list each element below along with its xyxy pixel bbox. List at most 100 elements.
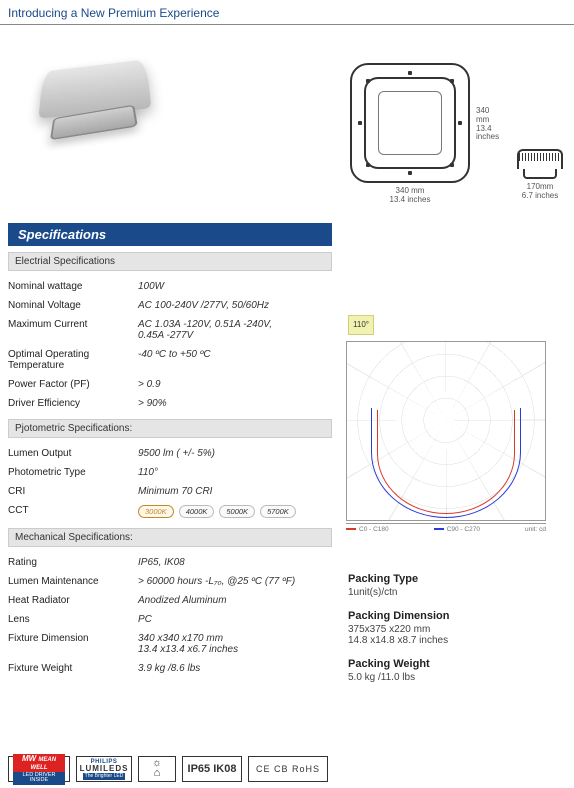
beam-angle-badge: 110° (348, 315, 374, 335)
photometric-table: Lumen Output9500 lm ( +/- 5%) Photometri… (8, 444, 332, 522)
ip-rating-badge: IP65 IK08 (182, 756, 242, 782)
spec-label: Fixture Dimension (8, 633, 138, 655)
spec-label: CCT (8, 505, 138, 518)
legend-swatch-red (346, 528, 356, 530)
side-drawing-wrap: 170mm 6.7 inches (514, 63, 566, 201)
spec-label: CRI (8, 486, 138, 497)
table-row: CCT 3000K 4000K 5000K 5700K (8, 501, 332, 522)
packing-type-value: 1unit(s)/ctn (348, 587, 566, 598)
spec-label: Heat Radiator (8, 595, 138, 606)
side-view-drawing (514, 149, 566, 179)
front-view-drawing (350, 63, 470, 183)
lumileds-tagline: The Brighter LED (83, 773, 126, 780)
spec-value: 110° (138, 467, 332, 478)
spec-label: Rating (8, 557, 138, 568)
table-row: Driver Efficiency> 90% (8, 394, 332, 413)
depth-dimension: 170mm 6.7 inches (514, 183, 566, 201)
lumileds-name: LUMILEDS (80, 765, 129, 773)
table-row: Power Factor (PF)> 0.9 (8, 375, 332, 394)
certifications-badge: CE CB RoHS (248, 756, 328, 782)
meanwell-subtext: LED DRIVER INSIDE (13, 772, 65, 785)
dim-mm: 340 mm (476, 107, 499, 125)
table-row: Nominal wattage100W (8, 277, 332, 296)
spec-label: Lumen Maintenance (8, 576, 138, 587)
table-row: Photometric Type110° (8, 463, 332, 482)
spec-label: Lens (8, 614, 138, 625)
spec-label: Nominal wattage (8, 281, 138, 292)
spec-label: Power Factor (PF) (8, 379, 138, 390)
table-row: Fixture Dimension340 x340 x170 mm 13.4 x… (8, 629, 332, 659)
meanwell-badge: MW MEAN WELL LED DRIVER INSIDE (8, 756, 70, 782)
legend-item: C0 - C180 (346, 526, 389, 533)
table-row: Fixture Weight3.9 kg /8.6 lbs (8, 659, 332, 678)
canopy-icon: ⌂ (154, 769, 161, 779)
spec-value: > 90% (138, 398, 332, 409)
spec-value: PC (138, 614, 332, 625)
spec-value: -40 ºC to +50 ºC (138, 349, 332, 371)
meanwell-logo-text: MW MEAN WELL (13, 754, 65, 772)
table-row: Heat RadiatorAnodized Aluminum (8, 591, 332, 610)
content-area: Specifications Electrial Specifications … (0, 25, 574, 765)
cct-pill: 5000K (219, 505, 255, 518)
packing-info: Packing Type 1unit(s)/ctn Packing Dimens… (348, 573, 566, 683)
table-row: Optimal Operating Temperature-40 ºC to +… (8, 345, 332, 375)
certification-footer: MW MEAN WELL LED DRIVER INSIDE PHILIPS L… (8, 756, 566, 782)
dim-in: 13.4 inches (350, 196, 470, 205)
table-row: Lumen Output9500 lm ( +/- 5%) (8, 444, 332, 463)
side-top-shape (517, 149, 563, 169)
specifications-heading: Specifications (8, 223, 332, 246)
spec-value: 9500 lm ( +/- 5%) (138, 448, 332, 459)
dimension-drawings: 340 mm 13.4 inches 340 mm 13.4 inches 17… (344, 35, 566, 205)
table-row: LensPC (8, 610, 332, 629)
legend-unit: unit: cd (525, 526, 546, 533)
section-mechanical-head: Mechanical Specifications: (8, 528, 332, 547)
table-row: Nominal VoltageAC 100-240V /277V, 50/60H… (8, 296, 332, 315)
spec-value: Minimum 70 CRI (138, 486, 332, 497)
product-photo (14, 43, 179, 163)
spec-value: 340 x340 x170 mm 13.4 x13.4 x6.7 inches (138, 633, 332, 655)
legend-swatch-blue (434, 528, 444, 530)
height-dimension: 340 mm 13.4 inches (476, 107, 499, 142)
section-electrical-head: Electrial Specifications (8, 252, 332, 271)
dim-in: 13.4 inches (476, 125, 499, 143)
cct-pill: 5700K (260, 505, 296, 518)
cct-pill: 4000K (179, 505, 215, 518)
front-drawing-wrap: 340 mm 13.4 inches 340 mm 13.4 inches (350, 63, 470, 205)
section-photometric-head: Pjotometric Specifications: (8, 419, 332, 438)
packing-weight-value: 5.0 kg /11.0 lbs (348, 672, 566, 683)
dim-in: 6.7 inches (514, 192, 566, 201)
page-title: Introducing a New Premium Experience (0, 0, 574, 25)
legend-text: C90 - C270 (447, 526, 480, 533)
spec-label: Lumen Output (8, 448, 138, 459)
spec-label: Nominal Voltage (8, 300, 138, 311)
polar-legend: C0 - C180 C90 - C270 unit: cd (346, 523, 546, 533)
spec-value: 100W (138, 281, 332, 292)
table-row: Maximum CurrentAC 1.03A -120V, 0.51A -24… (8, 315, 332, 345)
packing-dim-label: Packing Dimension (348, 610, 566, 622)
spec-label: Fixture Weight (8, 663, 138, 674)
width-dimension: 340 mm 13.4 inches (350, 187, 470, 205)
spec-value: > 0.9 (138, 379, 332, 390)
spec-label: Maximum Current (8, 319, 138, 341)
spec-value: Anodized Aluminum (138, 595, 332, 606)
cct-pill: 3000K (138, 505, 174, 518)
table-row: Lumen Maintenance> 60000 hours -L₇₀, @25… (8, 572, 332, 591)
cct-options: 3000K 4000K 5000K 5700K (138, 505, 332, 518)
packing-dim-value: 375x375 x220 mm 14.8 x14.8 x8.7 inches (348, 624, 566, 646)
spec-value: AC 100-240V /277V, 50/60Hz (138, 300, 332, 311)
electrical-table: Nominal wattage100W Nominal VoltageAC 10… (8, 277, 332, 413)
legend-item: C90 - C270 (434, 526, 480, 533)
mechanical-table: RatingIP65, IK08 Lumen Maintenance> 6000… (8, 553, 332, 678)
packing-type-label: Packing Type (348, 573, 566, 585)
side-bottom-shape (523, 169, 557, 179)
spec-value: AC 1.03A -120V, 0.51A -240V, 0.45A -277V (138, 319, 332, 341)
app-icons-badge: ☼ ⌂ (138, 756, 176, 782)
spec-value: > 60000 hours -L₇₀, @25 ºC (77 ºF) (138, 576, 332, 587)
legend-text: C0 - C180 (359, 526, 389, 533)
right-column: 340 mm 13.4 inches 340 mm 13.4 inches 17… (340, 25, 574, 765)
spec-label: Driver Efficiency (8, 398, 138, 409)
packing-weight-label: Packing Weight (348, 658, 566, 670)
lumileds-badge: PHILIPS LUMILEDS The Brighter LED (76, 756, 132, 782)
spec-label: Photometric Type (8, 467, 138, 478)
table-row: RatingIP65, IK08 (8, 553, 332, 572)
